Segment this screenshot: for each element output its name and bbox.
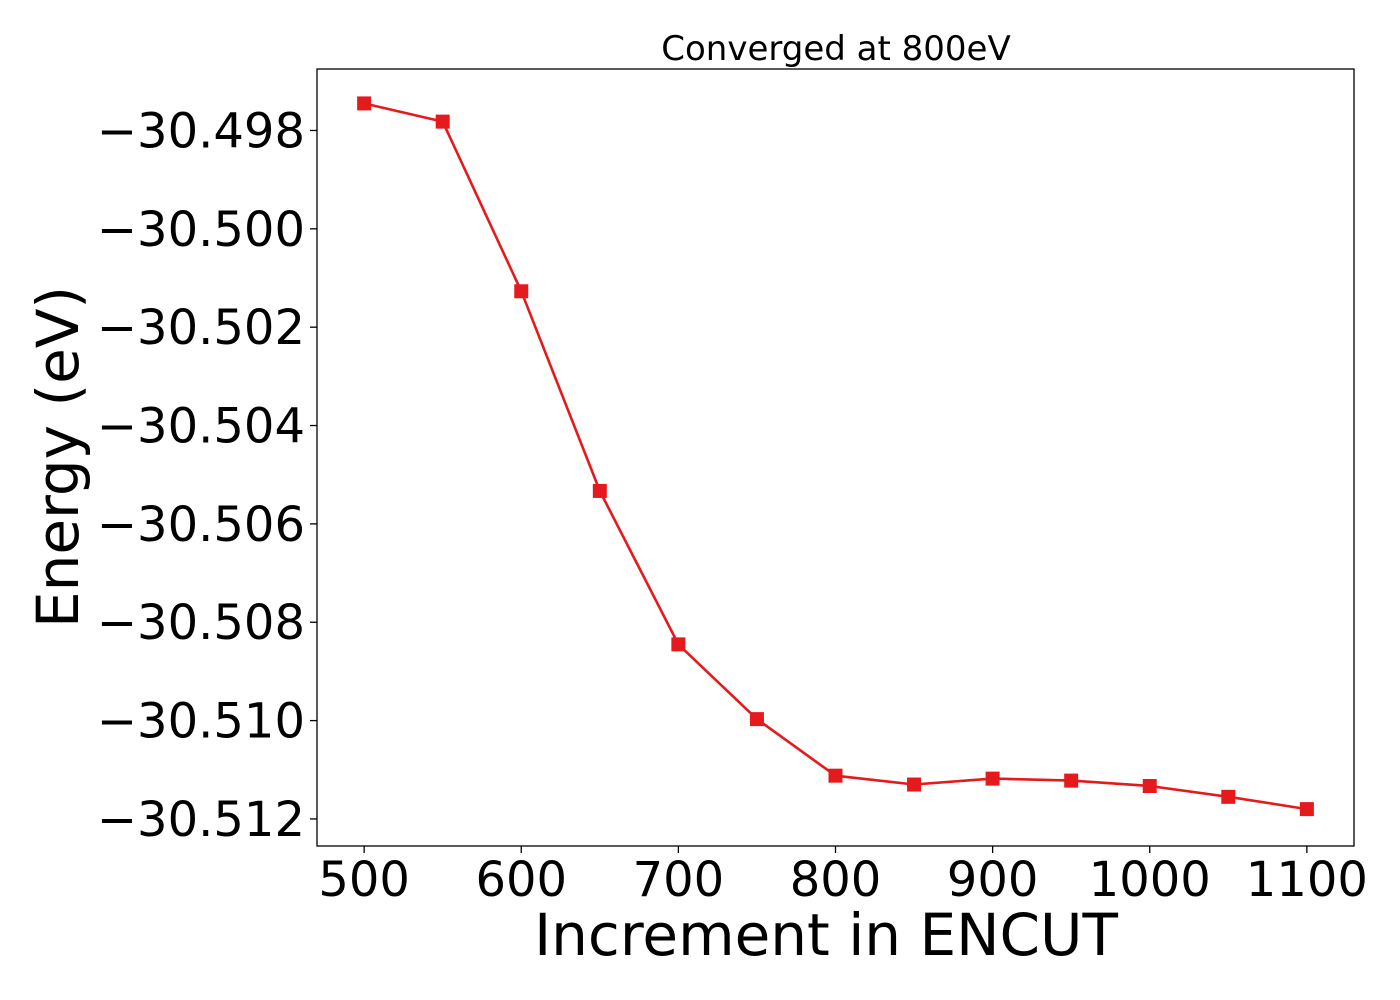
y-tick-label: −30.510 bbox=[97, 694, 305, 750]
data-point bbox=[1064, 773, 1079, 788]
y-axis: −30.498 −30.500 −30.502 −30.504 −30.506 −30.5… bbox=[97, 103, 317, 848]
x-axis-title: Increment in ENCUT bbox=[534, 901, 1118, 969]
data-point bbox=[1299, 802, 1314, 817]
data-point bbox=[907, 777, 922, 792]
y-tick-label: −30.500 bbox=[97, 202, 305, 258]
plot-area bbox=[357, 96, 1314, 817]
data-point bbox=[1221, 789, 1236, 804]
data-point bbox=[514, 284, 529, 299]
data-point bbox=[1142, 779, 1157, 794]
y-tick-label: −30.502 bbox=[97, 300, 305, 356]
y-axis-title: Energy (eV) bbox=[24, 286, 92, 628]
x-tick-label: 800 bbox=[790, 852, 882, 908]
data-point bbox=[828, 768, 843, 783]
x-tick-label: 600 bbox=[475, 852, 567, 908]
x-tick-label: 700 bbox=[633, 852, 725, 908]
y-tick-label: −30.498 bbox=[97, 103, 305, 159]
data-point bbox=[749, 712, 764, 727]
data-point bbox=[592, 483, 607, 498]
y-tick-label: −30.508 bbox=[97, 595, 305, 651]
x-tick-label: 1100 bbox=[1246, 852, 1368, 908]
series-line bbox=[363, 102, 1308, 811]
data-point bbox=[357, 96, 372, 111]
x-tick-label: 500 bbox=[318, 852, 410, 908]
data-point bbox=[671, 637, 686, 652]
data-point bbox=[985, 771, 1000, 786]
y-tick-label: −30.506 bbox=[97, 497, 305, 553]
y-tick-label: −30.512 bbox=[97, 792, 305, 848]
x-axis: 500 600 700 800 900 1000 1100 bbox=[318, 846, 1368, 908]
x-tick-label: 900 bbox=[947, 852, 1039, 908]
chart-title: Converged at 800eV bbox=[661, 29, 1010, 69]
y-tick-label: −30.504 bbox=[97, 399, 305, 455]
x-tick-label: 1000 bbox=[1089, 852, 1211, 908]
data-point bbox=[435, 114, 450, 129]
